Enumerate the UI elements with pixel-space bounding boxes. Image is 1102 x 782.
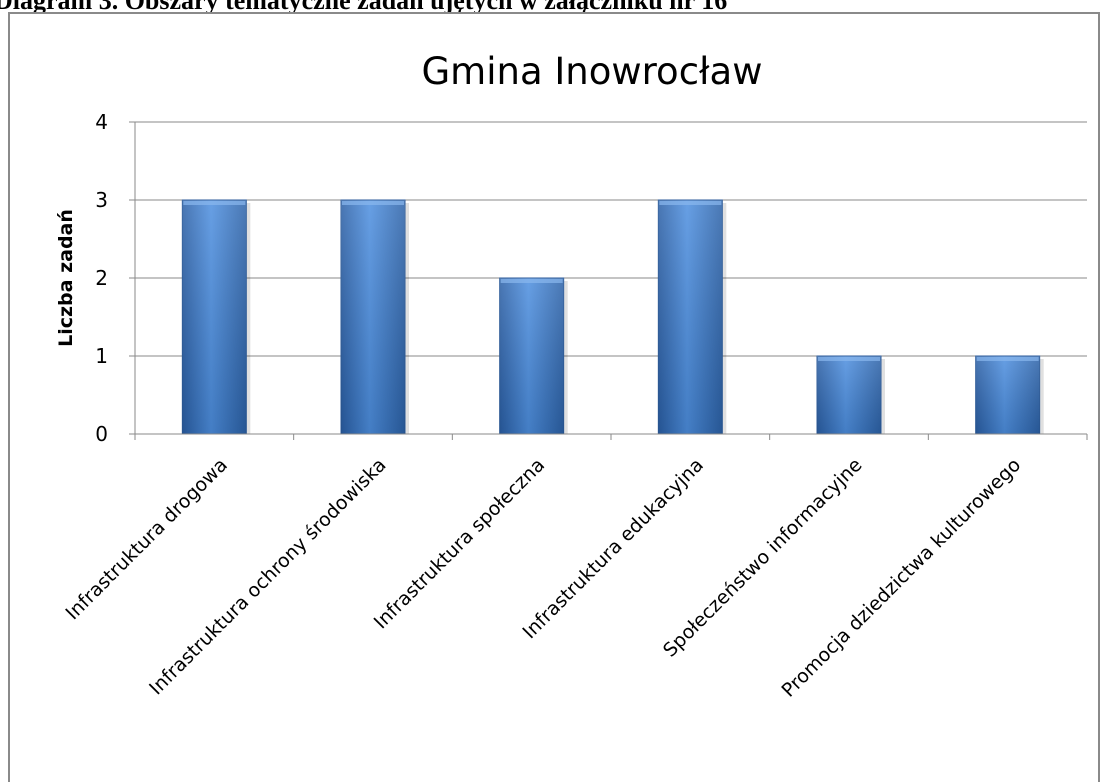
y-axis-label: Liczba zadań bbox=[55, 209, 77, 347]
bar-highlight bbox=[818, 357, 880, 361]
y-tick-label: 1 bbox=[95, 344, 108, 368]
x-category-label: Infrastruktura drogowa bbox=[62, 454, 232, 624]
x-category-label: Infrastruktura edukacyjna bbox=[519, 454, 708, 643]
bar-shading bbox=[975, 356, 1040, 434]
chart-title: Gmina Inowrocław bbox=[422, 50, 763, 93]
bar-highlight bbox=[500, 279, 563, 283]
document-heading: Diagram 3. Obszary tematyczne zadań ujęt… bbox=[0, 0, 728, 15]
bar-highlight bbox=[976, 357, 1039, 361]
bar-highlight bbox=[183, 201, 246, 205]
bar-shading bbox=[341, 200, 405, 434]
axes bbox=[129, 121, 1088, 440]
y-tick-label: 4 bbox=[95, 110, 108, 134]
bar-shading bbox=[817, 356, 881, 434]
y-tick-label: 2 bbox=[95, 266, 108, 290]
bar-shading bbox=[499, 278, 564, 434]
y-tick-label: 3 bbox=[95, 188, 108, 212]
bar-highlight bbox=[659, 201, 722, 205]
gridlines bbox=[135, 121, 1087, 435]
y-tick-label: 0 bbox=[95, 422, 108, 446]
bar-shading bbox=[658, 200, 723, 434]
bar-shading bbox=[182, 200, 247, 434]
bar-highlight bbox=[342, 201, 404, 205]
x-category-label: Infrastruktura społeczna bbox=[370, 454, 549, 633]
bars bbox=[181, 199, 1044, 435]
